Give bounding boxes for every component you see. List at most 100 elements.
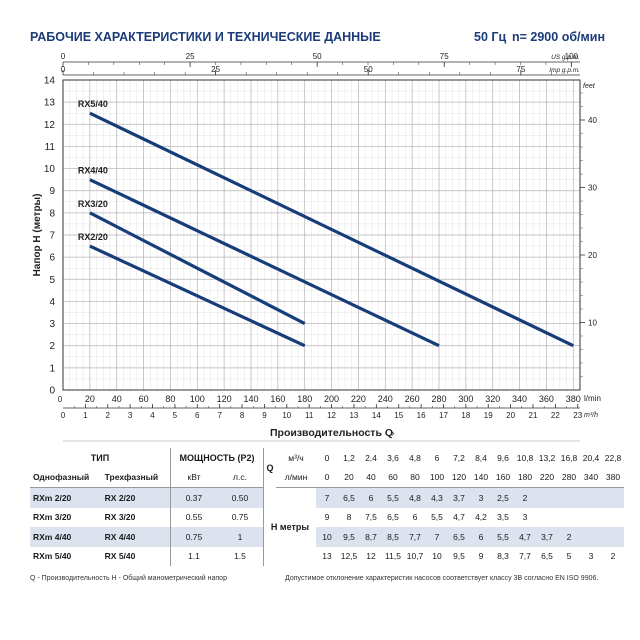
head-value: 4,2 [475,512,487,523]
x-m3h-tick-label: 13 [349,411,358,420]
page-title: РАБОЧИЕ ХАРАКТЕРИСТИКИ И ТЕХНИЧЕСКИЕ ДАН… [30,30,381,44]
head-value: 2 [558,527,580,547]
q-lmin-value: 160 [492,467,514,488]
head-value: 3,5 [497,512,509,523]
q-lmin-value: 220 [536,467,558,488]
x-m3h-tick-label: 16 [417,411,426,420]
head-value: 6 [470,527,492,547]
x-m3h-tick-label: 23 [573,411,582,420]
table-row: RXm 3/20 RX 3/20 0.55 0.75 9 8 7,5 6,5 6 5,5 4,7 4,… [30,507,624,528]
y-tick-label: 6 [49,253,55,264]
series-label-rx4-40: RX4/40 [78,166,108,176]
series-label-rx3-20: RX3/20 [78,199,108,209]
head-value: 4,8 [404,487,426,508]
single-phase-header: Однофазный [30,467,102,488]
q-lmin-value: 60 [382,467,404,488]
x-m3h-tick-label: 19 [484,411,493,420]
top-imp-tick-label: 25 [211,65,220,74]
head-value: 8,5 [382,527,404,547]
head-value [580,508,602,528]
x-tick-label: 260 [405,394,420,404]
top-us-tick-label: 50 [313,52,322,61]
kw-header: кВт [170,467,217,488]
head-value: 10 [432,551,442,562]
top-us-tick-label: 75 [440,52,449,61]
head-value: 7,7 [519,551,531,562]
top-imp-tick-label: 0 [61,65,66,74]
q-m3h-value: 3,6 [387,452,399,463]
x-m3h-tick-label: 21 [529,411,538,420]
x-m3h-tick-label: 12 [327,411,336,420]
lmin-label: л/мин [276,467,316,488]
table-row: RXm 4/40 RX 4/40 0.75 1 10 9,5 8,7 8,5 7,7 7 6,5 6 5… [30,527,624,547]
q-m3h-value: 20,4 [582,452,600,463]
q-lmin-value: 40 [360,467,382,488]
x-axis-label: Производительность Q [270,427,393,439]
q-m3h-value: 0 [324,452,330,463]
x-m3h-tick-label: 22 [551,411,560,420]
x-tick-label: 160 [270,394,285,404]
x-tick-label: 0 [58,395,63,404]
three-phase-model: RX 4/40 [101,527,171,547]
q-lmin-value: 380 [602,467,624,488]
head-value: 3,7 [536,527,558,547]
head-value [536,508,558,528]
x-m3h-tick-label: 14 [372,411,381,420]
q-lmin-value: 340 [580,467,602,488]
head-value [558,487,580,508]
head-value: 6 [360,487,382,508]
head-value [602,527,624,547]
q-m3h-value: 1,2 [343,452,355,463]
three-phase-model: RX 3/20 [101,507,171,527]
x-tick-label: 360 [539,394,554,404]
head-value [602,508,624,528]
x-m3h-tick-label: 9 [262,411,267,420]
series-line-rx2-20 [89,244,306,348]
q-m3h-value: 4,8 [409,452,421,463]
y-tick-label: 9 [49,186,55,197]
head-value: 2,5 [492,487,514,508]
y-tick-label: 2 [49,341,55,352]
x-m3h-tick-label: 17 [439,411,448,420]
head-value: 3 [588,551,594,562]
q-lmin-value: 100 [426,467,448,488]
head-value: 5,5 [492,527,514,547]
head-value [536,487,558,508]
x-m3h-tick-label: 1 [83,411,88,420]
head-value [580,527,602,547]
q-label: Q [266,462,274,473]
h-label: H метры [263,487,316,566]
head-value: 9 [478,551,484,562]
x-tick-label: 180 [297,394,312,404]
x-m3h-tick-label: 8 [240,411,245,420]
q-m3h-value: 9,6 [497,452,509,463]
power-hp: 1 [217,527,264,547]
head-value: 9,5 [338,527,360,547]
q-m3h-value: 16,8 [560,452,578,463]
x-tick-label: 100 [190,394,205,404]
q-lmin-value: 0 [316,467,338,488]
head-value: 5,5 [382,487,404,508]
power-hp: 0.75 [217,507,264,527]
footnote-tolerance: Допустимое отклонение характеристик насо… [285,575,599,582]
x-tick-label: 220 [351,394,366,404]
y-tick-label: 7 [49,231,55,242]
x-m3h-tick-label: 6 [195,411,200,420]
hp-header: л.с. [217,467,264,488]
y-tick-label: 0 [49,386,55,397]
x-m3h-tick-label: 11 [305,411,314,420]
head-value: 10 [316,527,338,547]
x-tick-label: 380 [566,394,581,404]
head-value: 7 [316,487,338,508]
y-right-tick-label: 20 [588,251,597,260]
x-m3h-tick-label: 2 [106,411,111,420]
q-lmin-value: 180 [514,467,536,488]
head-value [602,487,624,508]
top-imp-tick-label: 50 [364,65,373,74]
power-hp: 1.5 [217,546,264,566]
q-m3h-value: 13,2 [538,452,556,463]
m3h-label: м³/ч [288,452,304,463]
top-imp-tick-label: 75 [516,65,525,74]
q-m3h-value: 2,4 [365,452,377,463]
